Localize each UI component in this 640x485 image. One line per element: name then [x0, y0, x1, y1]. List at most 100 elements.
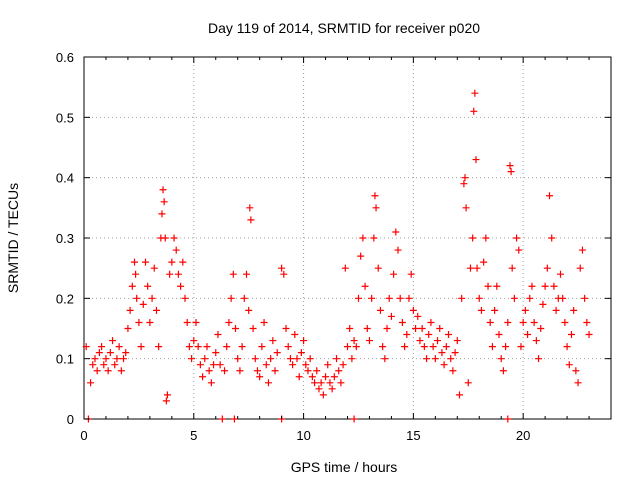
- data-point: [350, 415, 358, 423]
- data-point: [328, 385, 336, 393]
- data-point: [502, 343, 510, 351]
- data-point: [95, 349, 103, 357]
- data-point: [289, 361, 297, 369]
- data-point: [532, 337, 540, 345]
- data-point: [262, 361, 270, 369]
- data-point: [170, 234, 178, 242]
- data-point: [491, 306, 499, 314]
- data-point: [537, 325, 545, 332]
- data-point: [398, 318, 406, 326]
- data-point: [216, 361, 224, 369]
- data-point: [583, 318, 591, 326]
- data-point: [258, 343, 266, 351]
- data-point: [89, 361, 97, 369]
- data-point: [205, 367, 213, 375]
- data-point: [354, 294, 362, 302]
- data-point: [466, 264, 474, 272]
- y-tick-label: 0: [67, 412, 74, 427]
- data-point: [210, 361, 218, 369]
- data-point: [519, 318, 527, 326]
- data-point: [563, 343, 571, 351]
- data-point: [458, 294, 466, 302]
- data-point: [350, 337, 358, 345]
- data-point: [379, 343, 387, 351]
- data-point: [163, 391, 171, 399]
- data-point: [190, 337, 198, 345]
- data-point: [515, 246, 523, 254]
- data-point: [370, 234, 378, 242]
- data-point: [376, 306, 384, 314]
- data-point: [578, 246, 586, 254]
- data-point: [507, 168, 515, 176]
- data-point: [104, 367, 112, 375]
- data-point: [115, 343, 123, 351]
- data-point: [565, 361, 573, 369]
- data-point: [188, 355, 196, 363]
- data-point: [471, 89, 479, 97]
- data-point: [247, 216, 255, 224]
- data-point: [530, 318, 538, 326]
- data-point: [234, 355, 242, 363]
- points-layer: [82, 89, 593, 423]
- data-point: [440, 361, 448, 369]
- y-axis-label: SRMTID / TECUs: [5, 183, 21, 293]
- data-point: [543, 264, 551, 272]
- data-point: [100, 361, 108, 369]
- data-point: [361, 282, 369, 290]
- data-point: [541, 282, 549, 290]
- data-point: [122, 349, 130, 357]
- data-point: [462, 204, 470, 212]
- data-point: [359, 234, 367, 242]
- data-point: [242, 270, 250, 278]
- data-point: [348, 355, 356, 363]
- data-point: [390, 270, 398, 278]
- data-point: [488, 343, 496, 351]
- x-tick-label: 10: [296, 428, 310, 443]
- data-point: [506, 162, 514, 170]
- data-point: [337, 379, 345, 387]
- data-point: [357, 252, 365, 260]
- data-point: [469, 234, 477, 242]
- data-point: [162, 397, 170, 405]
- data-point: [341, 264, 349, 272]
- data-point: [260, 318, 268, 326]
- data-point: [196, 361, 204, 369]
- y-ticks-layer: 0 0.1 0.2 0.3 0.4 0.5 0.6: [56, 50, 611, 427]
- data-point: [528, 282, 536, 290]
- data-point: [236, 367, 244, 375]
- data-point: [172, 246, 180, 254]
- data-point: [401, 343, 409, 351]
- data-point: [212, 349, 220, 357]
- data-point: [416, 337, 424, 345]
- data-point: [322, 373, 330, 381]
- y-tick-label: 0.3: [56, 231, 74, 246]
- data-point: [273, 349, 281, 357]
- data-point: [572, 367, 580, 375]
- data-point: [284, 343, 292, 351]
- data-point: [508, 264, 516, 272]
- data-point: [556, 270, 564, 278]
- data-point: [124, 325, 132, 332]
- data-point: [425, 331, 433, 339]
- x-tick-label: 5: [190, 428, 197, 443]
- data-point: [82, 343, 90, 351]
- data-point: [576, 264, 584, 272]
- data-point: [546, 192, 554, 200]
- data-point: [159, 186, 167, 194]
- data-point: [166, 270, 174, 278]
- data-point: [535, 355, 543, 363]
- data-point: [221, 367, 229, 375]
- data-point: [451, 349, 459, 357]
- data-point: [229, 270, 237, 278]
- data-point: [431, 355, 439, 363]
- data-point: [141, 258, 149, 266]
- data-point: [445, 331, 453, 339]
- data-point: [113, 355, 121, 363]
- data-point: [218, 415, 226, 423]
- data-point: [98, 343, 106, 351]
- data-point: [499, 367, 507, 375]
- data-point: [385, 294, 393, 302]
- data-point: [396, 294, 404, 302]
- data-point: [199, 373, 207, 381]
- data-point: [300, 337, 308, 345]
